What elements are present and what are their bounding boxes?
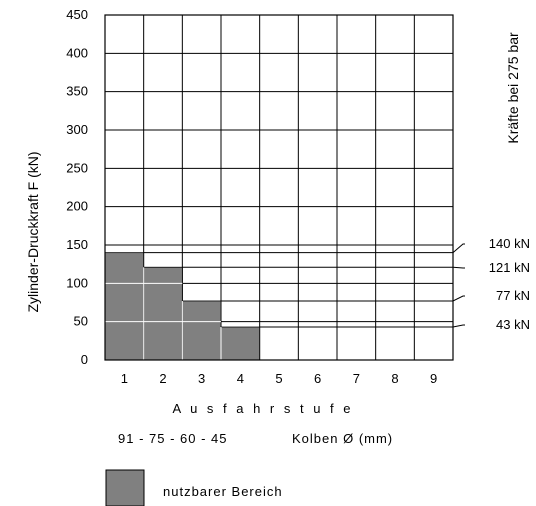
x-tick-label: 3 (198, 371, 205, 386)
force-label: 43 kN (496, 317, 530, 332)
leader-line (182, 266, 465, 269)
leader-line (143, 243, 465, 254)
bars (104, 252, 261, 361)
piston-diameters: 91 - 75 - 60 - 45 (118, 431, 228, 446)
x-tick-labels: 1 2 3 4 5 6 7 8 9 (121, 371, 438, 386)
y-tick-label: 50 (74, 314, 88, 329)
bar (181, 300, 222, 361)
legend-swatch (105, 469, 145, 506)
y-tick-label: 0 (81, 352, 88, 367)
plot-frame (104, 14, 454, 361)
bar (143, 266, 183, 361)
y-tick-label: 300 (66, 122, 88, 137)
y-tick-label: 150 (66, 237, 88, 252)
right-title: Kräfte bei 275 bar (505, 32, 521, 144)
y-axis-label: Zylinder-Druckkraft F (kN) (25, 151, 41, 312)
x-tick-label: 9 (430, 371, 437, 386)
force-labels: 140 kN 121 kN 77 kN 43 kN (489, 236, 530, 332)
force-label: 77 kN (496, 288, 530, 303)
y-tick-label: 450 (66, 7, 88, 22)
x-tick-label: 1 (121, 371, 128, 386)
x-tick-label: 7 (353, 371, 360, 386)
gridlines (105, 15, 453, 360)
x-tick-label: 5 (275, 371, 282, 386)
bar (220, 326, 261, 361)
y-tick-label: 350 (66, 84, 88, 99)
x-tick-label: 8 (391, 371, 398, 386)
x-tick-label: 2 (159, 371, 166, 386)
leader-lines (143, 243, 465, 328)
bar (104, 252, 145, 361)
y-tick-labels: 0 50 100 150 200 250 300 350 400 450 (66, 7, 88, 367)
force-label: 140 kN (489, 236, 530, 251)
leader-line (221, 295, 465, 302)
x-tick-label: 6 (314, 371, 321, 386)
y-tick-label: 100 (66, 275, 88, 290)
force-label: 121 kN (489, 260, 530, 275)
y-tick-label: 250 (66, 160, 88, 175)
piston-label: Kolben Ø (mm) (292, 431, 393, 446)
y-tick-label: 400 (66, 45, 88, 60)
x-axis-label: A u s f a h r s t u f e (173, 401, 354, 416)
leader-line (259, 324, 465, 328)
y-tick-label: 200 (66, 199, 88, 214)
x-tick-label: 4 (237, 371, 244, 386)
legend-label: nutzbarer Bereich (163, 484, 283, 499)
